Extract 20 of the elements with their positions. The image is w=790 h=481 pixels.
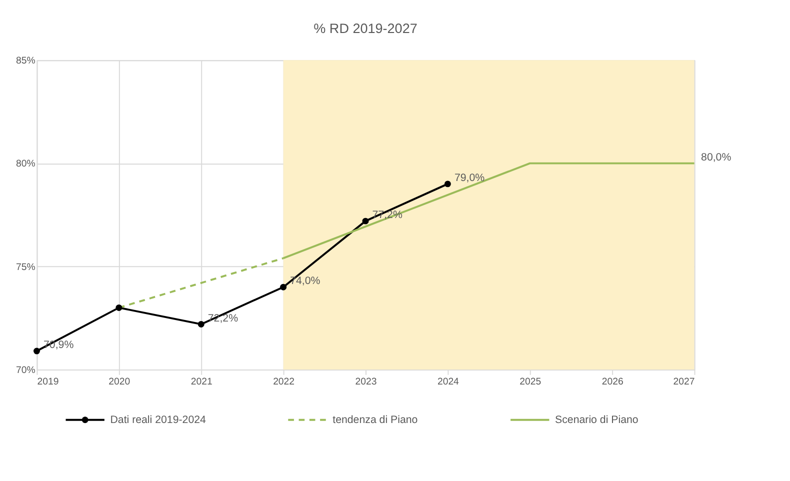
data-label: 79,0%	[454, 172, 486, 184]
x-tick-label: 2025	[520, 376, 542, 388]
x-tick-label: 2026	[602, 376, 624, 388]
x-tick-label: 2022	[273, 376, 295, 388]
y-tick-label: 70%	[16, 364, 36, 376]
x-tick-label: 2023	[355, 376, 377, 388]
x-tick-label: 2019	[37, 376, 59, 388]
x-tick-label: 2020	[108, 376, 130, 388]
legend-label: tendenza di Piano	[332, 414, 418, 426]
x-tick-label: 2021	[190, 376, 212, 388]
data-label: 80,0%	[701, 151, 732, 164]
y-tick-label: 85%	[16, 56, 36, 67]
y-tick-label: 75%	[16, 262, 36, 273]
chart-title: % RD 2019-2027	[314, 21, 418, 36]
x-tick-label: 2027	[673, 376, 695, 388]
y-tick-label: 80%	[16, 158, 36, 170]
data-label: 74,0%	[290, 275, 321, 288]
legend-label: Scenario di Piano	[555, 414, 638, 426]
x-tick-label: 2024	[437, 376, 460, 388]
legend-label: Dati reali 2019-2024	[110, 414, 206, 426]
